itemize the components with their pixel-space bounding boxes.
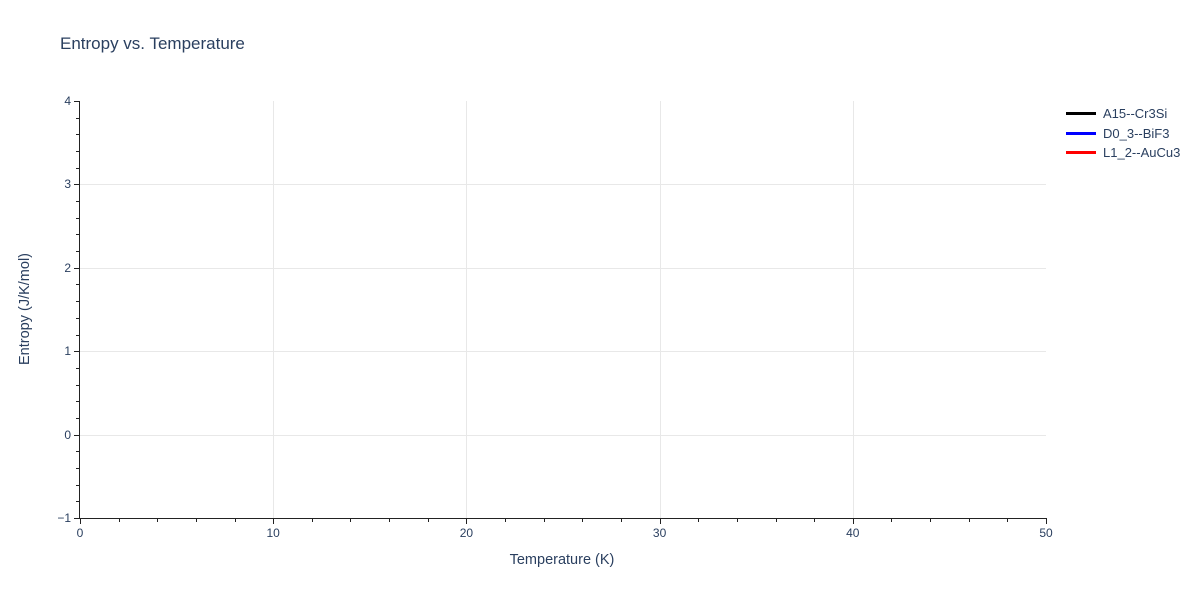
- x-tick-mark: [659, 518, 661, 524]
- x-minor-tick-mark: [350, 518, 352, 522]
- y-tick-mark: [74, 267, 80, 269]
- y-minor-tick-mark: [76, 134, 80, 136]
- y-minor-tick-mark: [76, 217, 80, 219]
- gridline-vertical: [273, 101, 275, 518]
- y-minor-tick-mark: [76, 284, 80, 286]
- y-tick-mark: [74, 518, 80, 519]
- x-tick-mark: [80, 518, 81, 524]
- legend-item[interactable]: A15--Cr3Si: [1066, 104, 1180, 124]
- gridline-horizontal: [80, 434, 1046, 436]
- legend-line-swatch: [1066, 151, 1096, 155]
- x-tick-mark: [1046, 518, 1047, 524]
- y-tick-label: −1: [57, 511, 71, 525]
- x-minor-tick-mark: [311, 518, 313, 522]
- x-minor-tick-mark: [891, 518, 893, 522]
- x-minor-tick-mark: [505, 518, 507, 522]
- y-minor-tick-mark: [76, 451, 80, 453]
- x-tick-mark: [273, 518, 275, 524]
- y-minor-tick-mark: [76, 251, 80, 253]
- legend: A15--Cr3Si D0_3--BiF3 L1_2--AuCu3: [1066, 104, 1180, 163]
- x-minor-tick-mark: [543, 518, 545, 522]
- y-axis-title: Entropy (J/K/mol): [17, 253, 33, 365]
- y-minor-tick-mark: [76, 151, 80, 153]
- y-tick-label: 4: [64, 94, 71, 108]
- y-tick-label: 3: [64, 177, 71, 192]
- legend-label: A15--Cr3Si: [1103, 106, 1168, 122]
- legend-label: D0_3--BiF3: [1103, 125, 1170, 141]
- legend-line-swatch: [1066, 112, 1096, 116]
- y-minor-tick-mark: [76, 501, 80, 503]
- y-minor-tick-mark: [76, 401, 80, 403]
- y-tick-mark: [74, 101, 80, 102]
- x-tick-label: 20: [459, 526, 474, 540]
- y-tick-mark: [74, 351, 80, 353]
- x-tick-mark: [466, 518, 468, 524]
- x-minor-tick-mark: [427, 518, 429, 522]
- plot-area[interactable]: 0 10 20 30 40 50 −1 0 1 2 3 4: [57, 94, 1052, 540]
- x-minor-tick-mark: [195, 518, 197, 522]
- x-minor-tick-mark: [930, 518, 932, 522]
- x-minor-tick-mark: [118, 518, 120, 522]
- y-minor-tick-mark: [76, 201, 80, 203]
- x-minor-tick-mark: [775, 518, 777, 522]
- y-minor-tick-mark: [76, 234, 80, 236]
- y-minor-tick-mark: [76, 484, 80, 486]
- gridline-vertical: [852, 101, 854, 518]
- y-tick-label: 1: [64, 344, 71, 359]
- x-minor-tick-mark: [1007, 518, 1009, 522]
- x-minor-tick-mark: [157, 518, 159, 522]
- x-minor-tick-mark: [620, 518, 622, 522]
- gridline-vertical: [659, 101, 661, 518]
- x-minor-tick-mark: [698, 518, 700, 522]
- y-tick-mark: [74, 434, 80, 436]
- chart-title: Entropy vs. Temperature: [60, 34, 245, 53]
- x-tick-label: 40: [846, 526, 860, 540]
- x-minor-tick-mark: [814, 518, 816, 522]
- gridline-horizontal: [80, 184, 1046, 186]
- y-minor-tick-mark: [76, 301, 80, 303]
- y-minor-tick-mark: [76, 417, 80, 419]
- y-minor-tick-mark: [76, 167, 80, 169]
- y-tick-label: 2: [64, 260, 71, 275]
- x-tick-label: 10: [266, 526, 280, 540]
- x-minor-tick-mark: [582, 518, 584, 522]
- y-minor-tick-mark: [76, 467, 80, 469]
- x-tick-label: 50: [1039, 526, 1053, 540]
- legend-line-swatch: [1066, 131, 1096, 135]
- y-minor-tick-mark: [76, 367, 80, 369]
- x-tick-mark: [852, 518, 854, 524]
- x-tick-label: 30: [652, 526, 667, 540]
- x-minor-tick-mark: [234, 518, 236, 522]
- x-minor-tick-mark: [736, 518, 738, 522]
- legend-label: L1_2--AuCu3: [1103, 145, 1181, 161]
- y-minor-tick-mark: [76, 334, 80, 336]
- y-minor-tick-mark: [76, 317, 80, 319]
- x-tick-label: 0: [76, 526, 84, 540]
- gridline-horizontal: [80, 351, 1046, 353]
- y-tick-label: 0: [64, 427, 71, 442]
- x-axis-title: Temperature (K): [509, 552, 615, 568]
- y-tick-mark: [74, 184, 80, 186]
- legend-item[interactable]: D0_3--BiF3: [1066, 124, 1180, 144]
- gridline-vertical: [466, 101, 468, 518]
- x-minor-tick-mark: [968, 518, 970, 522]
- x-minor-tick-mark: [389, 518, 391, 522]
- y-minor-tick-mark: [76, 384, 80, 386]
- legend-item[interactable]: L1_2--AuCu3: [1066, 143, 1180, 163]
- y-minor-tick-mark: [76, 117, 80, 119]
- gridline-horizontal: [80, 267, 1046, 269]
